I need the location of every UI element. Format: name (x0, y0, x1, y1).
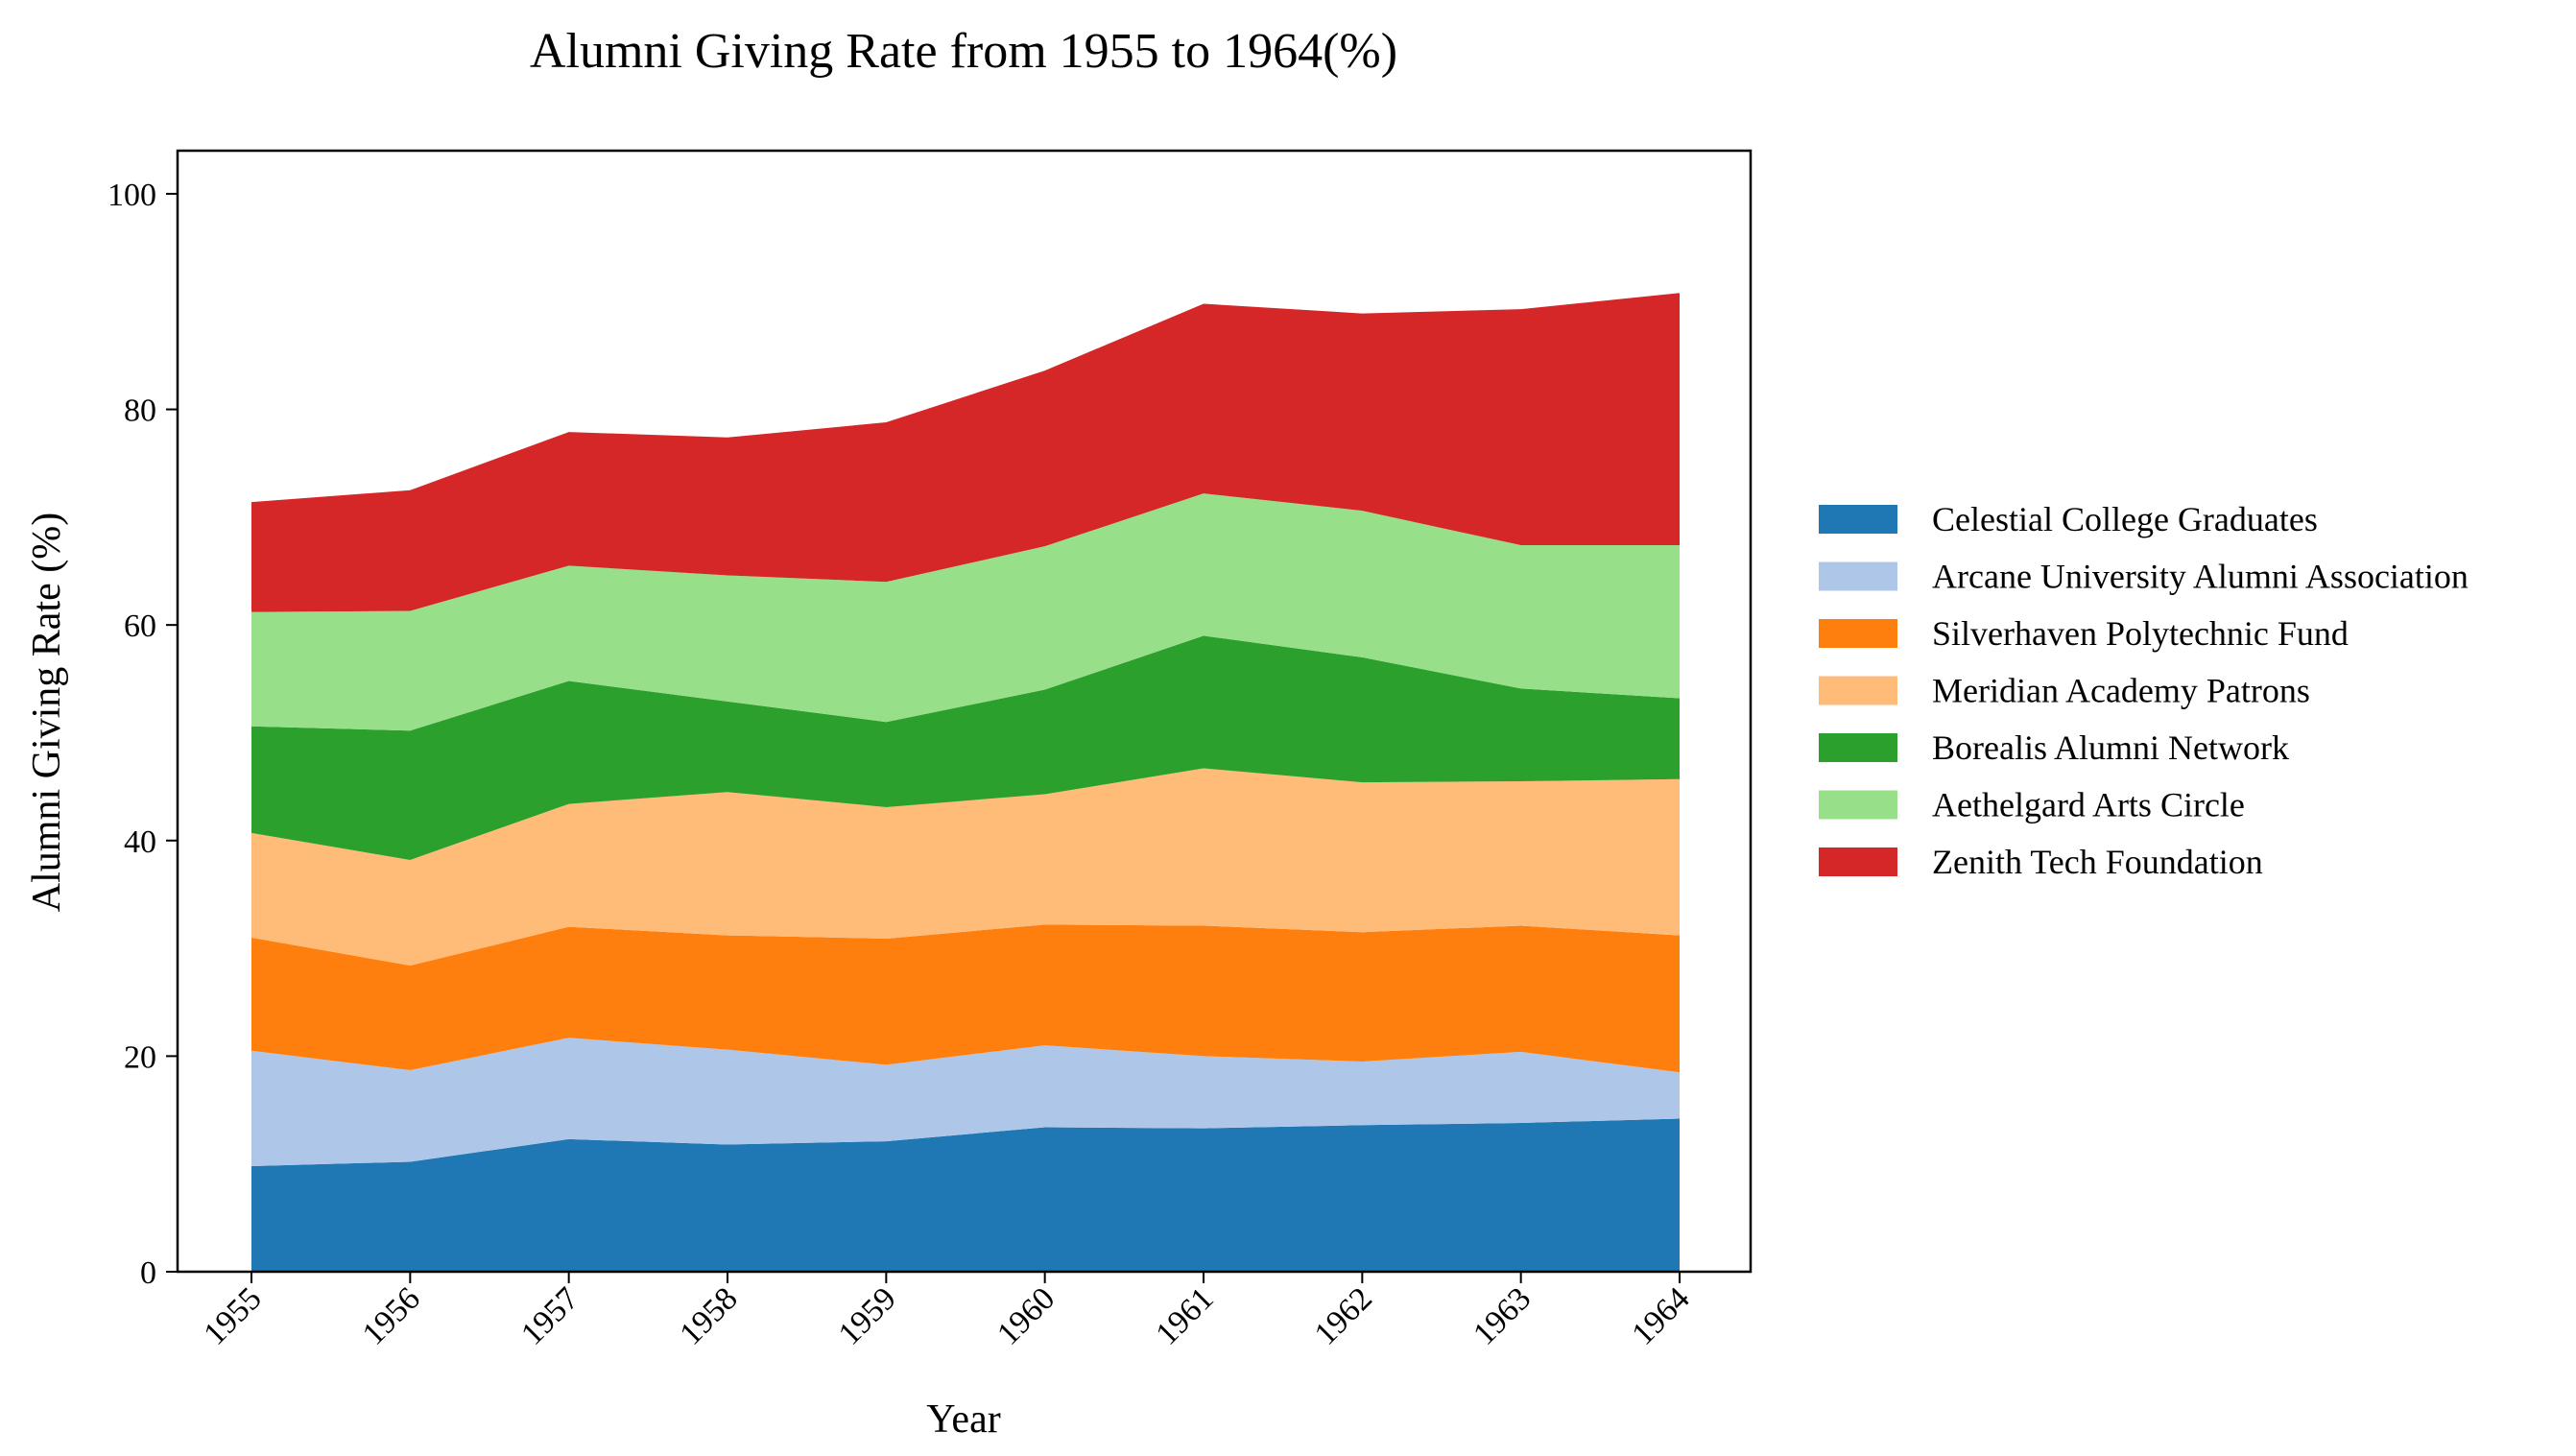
legend-swatch (1819, 790, 1897, 820)
legend-label: Celestial College Graduates (1932, 500, 2318, 538)
legend-label: Arcane University Alumni Association (1932, 558, 2469, 596)
plot-frame (176, 149, 1753, 1274)
chart-title: Alumni Giving Rate from 1955 to 1964(%) (530, 24, 1397, 79)
area-series-5 (251, 635, 1680, 860)
y-tick-label: 60 (124, 609, 156, 644)
legend-label: Borealis Alumni Network (1932, 728, 2289, 767)
y-axis-title: Alumni Giving Rate (%) (25, 513, 69, 912)
area-series-7 (251, 293, 1680, 612)
y-tick-label: 0 (140, 1255, 156, 1291)
x-tick-label: 1956 (356, 1280, 427, 1351)
y-tick-label: 40 (124, 824, 156, 860)
area-series-1 (251, 1118, 1680, 1272)
legend-swatch (1819, 561, 1897, 591)
legend: Celestial College Graduates Arcane Univer… (1819, 500, 2469, 881)
legend-label: Aethelgard Arts Circle (1932, 786, 2245, 824)
area-series-4 (251, 768, 1680, 967)
y-tick-label: 80 (124, 394, 156, 429)
legend-swatch (1819, 733, 1897, 762)
x-tick-label: 1961 (1149, 1280, 1220, 1351)
legend-swatch (1819, 847, 1897, 876)
legend-label: Meridian Academy Patrons (1932, 672, 2310, 710)
x-tick-label: 1959 (832, 1280, 903, 1351)
y-tick-label: 100 (107, 178, 156, 213)
y-tick-label: 20 (124, 1039, 156, 1075)
area-series-2 (251, 1038, 1680, 1166)
legend-swatch (1819, 676, 1897, 705)
x-tick-label: 1957 (514, 1280, 585, 1351)
area-series-3 (251, 924, 1680, 1073)
area-series-6 (251, 493, 1680, 731)
x-tick-label: 1962 (1308, 1280, 1379, 1351)
x-tick-label: 1964 (1625, 1280, 1696, 1351)
legend-swatch (1819, 505, 1897, 534)
x-tick-label: 1955 (197, 1280, 268, 1351)
areas-layer (251, 293, 1680, 1272)
legend-label: Silverhaven Polytechnic Fund (1932, 614, 2349, 653)
x-tick-label: 1958 (673, 1280, 744, 1351)
x-tick-label: 1963 (1467, 1280, 1538, 1351)
x-tick-label: 1960 (990, 1280, 1061, 1351)
legend-label: Zenith Tech Foundation (1932, 843, 2263, 881)
x-axis-title: Year (926, 1397, 1000, 1442)
legend-swatch (1819, 619, 1897, 648)
